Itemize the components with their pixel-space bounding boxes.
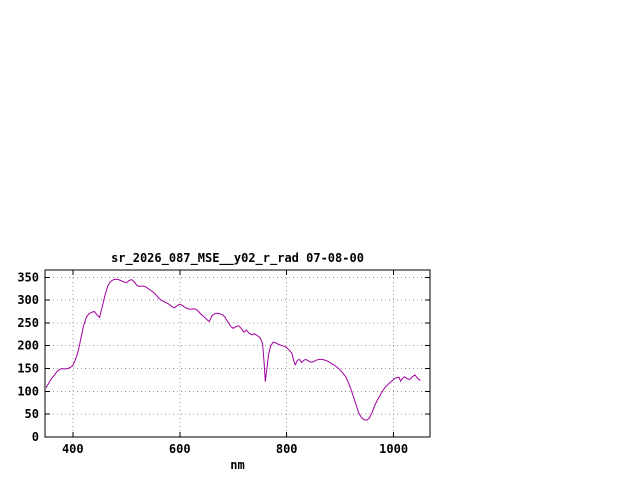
plot-border [44,269,431,438]
y-tick-label: 300 [17,293,39,307]
y-tick-label: 250 [17,316,39,330]
spectrum-line [45,278,421,421]
y-tick-label: 150 [17,362,39,376]
chart-title: sr_2026_087_MSE__y02_r_rad 07-08-00 [111,251,364,265]
x-axis-label: nm [230,458,245,472]
y-tick-label: 350 [17,270,39,284]
y-tick-label: 0 [32,430,39,444]
y-tick-label: 50 [25,407,39,421]
x-tick-label: 1000 [379,442,408,456]
y-tick-label: 200 [17,339,39,353]
x-tick-label: 600 [169,442,191,456]
x-tick-label: 400 [62,442,84,456]
x-tick-label: 800 [276,442,298,456]
y-tick-label: 100 [17,384,39,398]
